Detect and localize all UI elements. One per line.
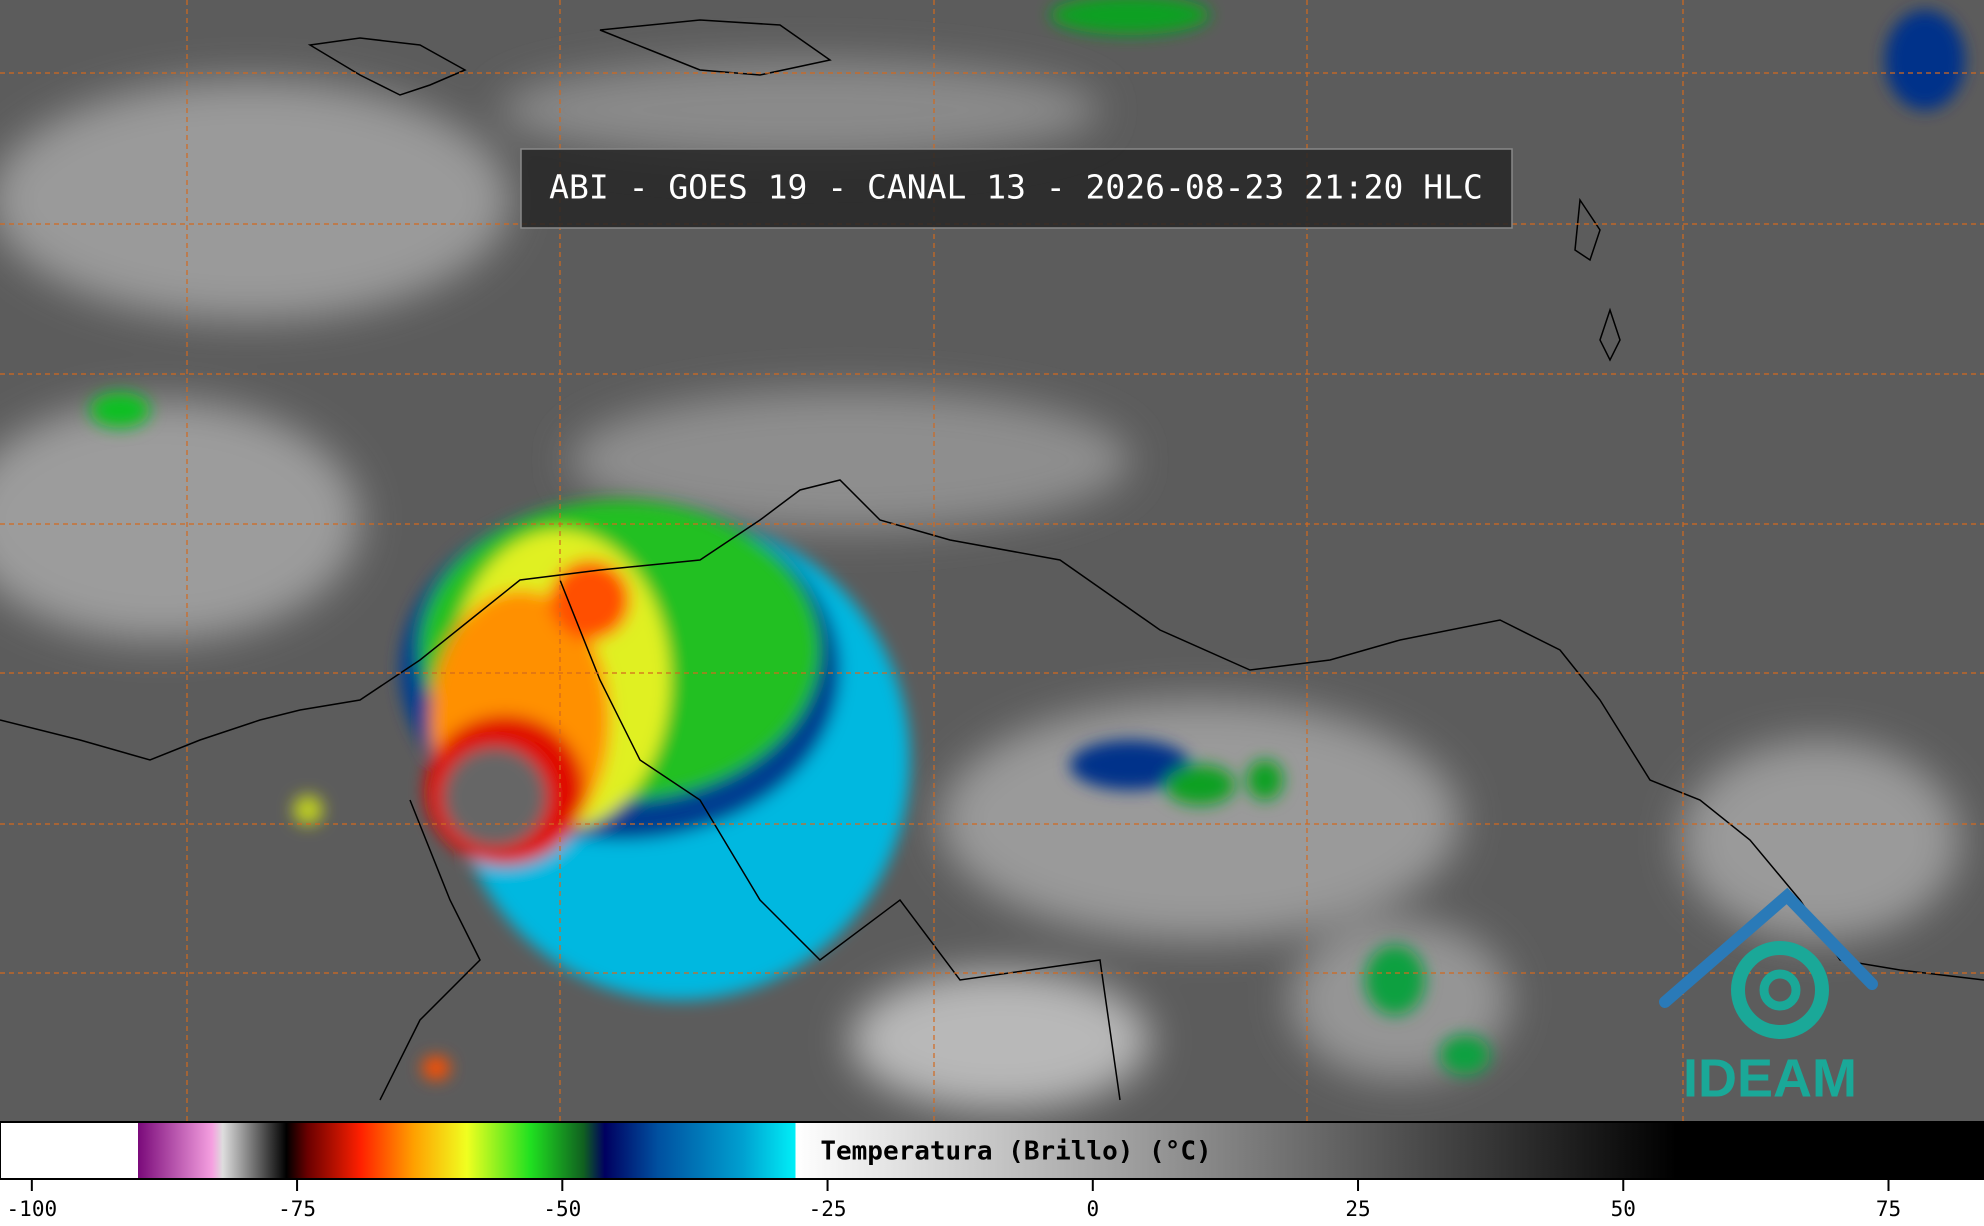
title-background xyxy=(520,148,1513,229)
coastlines xyxy=(0,19,1984,1101)
logo-swirl xyxy=(1731,941,1829,1039)
colorbar-tick-label: -50 xyxy=(543,1197,581,1221)
colorbar-tick-label: 25 xyxy=(1345,1197,1370,1221)
colorbar-tick-label: -100 xyxy=(7,1197,58,1221)
logo-text: IDEAM xyxy=(1683,1048,1857,1108)
colorbar-tick-label: 0 xyxy=(1086,1197,1099,1221)
logo: IDEAM xyxy=(1659,887,1878,1108)
clouds xyxy=(0,60,1960,1110)
title-box: ABI - GOES 19 - CANAL 13 - 2026-08-23 21… xyxy=(520,148,1513,229)
title: ABI - GOES 19 - CANAL 13 - 2026-08-23 21… xyxy=(549,168,1483,207)
logo-swirl-inner xyxy=(1759,969,1801,1011)
logo-roof xyxy=(1659,887,1878,1008)
colorbar-tick-label: -75 xyxy=(278,1197,316,1221)
colorbar-tick-label: 75 xyxy=(1876,1197,1901,1221)
colorbar: Temperatura (Brillo) (°C) -100 -75 -50 -25 0… xyxy=(0,1121,1984,1221)
colorbar-gradient xyxy=(0,1121,1984,1180)
colorbar-tick-label: 50 xyxy=(1611,1197,1636,1221)
colorbar-tick-label: -25 xyxy=(809,1197,847,1221)
colorbar-label: Temperatura (Brillo) (°C) xyxy=(820,1137,1211,1167)
